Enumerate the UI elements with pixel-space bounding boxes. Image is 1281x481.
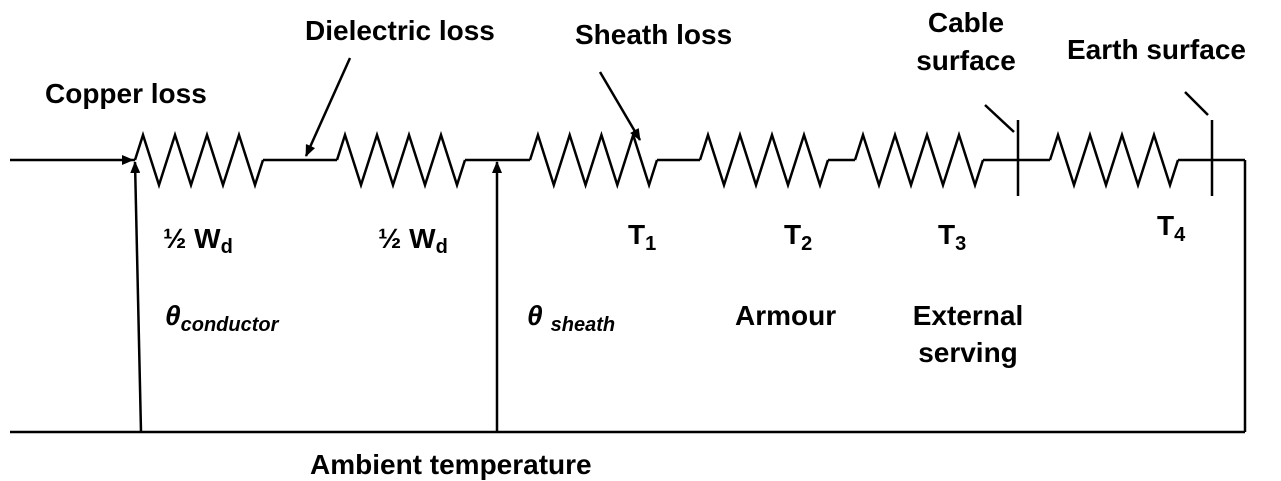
label: Copper loss [45,78,207,109]
label: Dielectric loss [305,15,495,46]
resistor [698,130,830,190]
resistor [133,130,265,190]
label: ½ Wd [163,223,233,258]
resistor [335,130,467,190]
earth-surface-pointer [1184,91,1209,116]
label: surface [916,45,1016,76]
resistor [853,130,985,190]
label: θconductor [165,300,280,336]
label: serving [918,337,1018,368]
sheath-pointer [598,71,642,141]
label: T2 [784,219,812,255]
label: Earth surface [1067,34,1246,65]
cable-surface-pointer [984,104,1015,133]
label: External [913,300,1024,331]
label: Ambient temperature [310,449,592,480]
label: T3 [938,219,966,255]
label: ½ Wd [378,223,448,258]
label: T1 [628,219,656,255]
conductor-arrow [130,161,143,433]
label: θ sheath [527,300,615,336]
label: Armour [735,300,836,331]
resistor [528,130,659,190]
wires [10,57,1247,434]
label: Cable [928,7,1004,38]
label: Sheath loss [575,19,732,50]
resistor [1048,130,1180,190]
dielectric-pointer [304,57,352,157]
label: T4 [1157,210,1186,246]
